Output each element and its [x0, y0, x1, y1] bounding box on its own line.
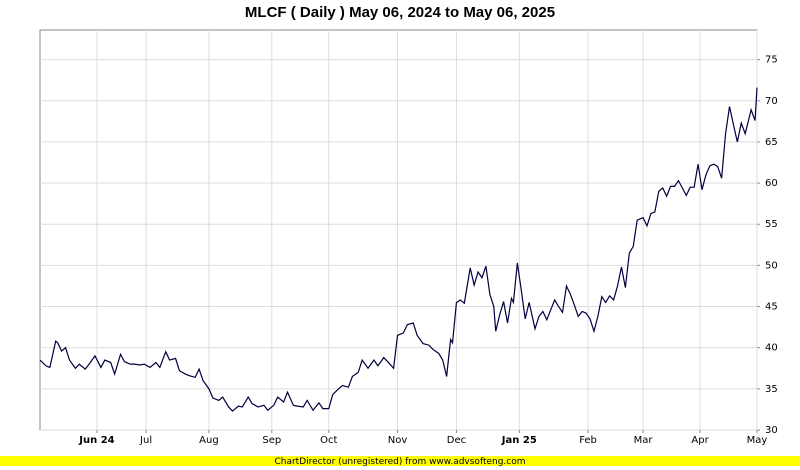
x-tick-label: Sep	[262, 435, 281, 446]
x-tick-label: Oct	[320, 435, 337, 446]
x-tick-label: Jul	[139, 435, 152, 446]
x-tick-label: Feb	[579, 435, 597, 446]
footer-bar	[0, 456, 800, 466]
price-line	[39, 87, 758, 412]
y-tick-label: 40	[765, 343, 778, 354]
y-tick-label: 50	[765, 260, 778, 271]
x-tick-label: Nov	[388, 435, 408, 446]
y-tick-label: 60	[765, 178, 778, 189]
x-tick-label: Jan 25	[501, 435, 537, 446]
x-tick-label: Aug	[199, 435, 219, 446]
x-tick-label: Apr	[691, 435, 709, 446]
plot-area	[39, 29, 758, 431]
y-tick-label: 70	[765, 96, 778, 107]
chart-title: MLCF ( Daily ) May 06, 2024 to May 06, 2…	[245, 4, 555, 21]
footer: ChartDirector (unregistered) from www.ad…	[274, 457, 525, 466]
y-tick-label: 65	[765, 137, 778, 148]
y-tick-label: 30	[765, 425, 778, 436]
y-tick-label: 55	[765, 219, 778, 230]
y-tick-label: 45	[765, 302, 778, 313]
x-tick-label: Mar	[634, 435, 654, 446]
x-tick-label: May	[747, 435, 768, 446]
x-tick-label: Dec	[447, 435, 466, 446]
y-tick-label: 35	[765, 384, 778, 395]
x-tick-label: Jun 24	[78, 435, 114, 446]
y-tick-label: 75	[765, 55, 778, 66]
